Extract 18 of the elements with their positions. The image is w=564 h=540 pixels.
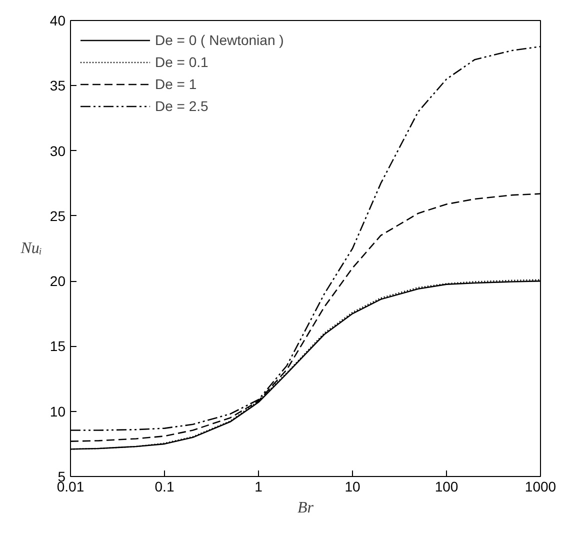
y-tick-label: 20 <box>50 273 66 290</box>
y-axis-title: Nuᵢ <box>20 240 42 257</box>
y-tick-label: 10 <box>50 403 66 420</box>
y-tick-label: 15 <box>50 338 66 354</box>
x-tick-label: 1000 <box>524 478 556 494</box>
x-axis-title: Br <box>298 500 314 516</box>
y-tick-label: 40 <box>50 12 66 28</box>
legend-label: De = 0 ( Newtonian ) <box>155 31 284 49</box>
x-tick-label: 1 <box>254 478 263 494</box>
y-tick-label: 35 <box>50 78 66 94</box>
legend-label: De = 0.1 <box>155 53 208 71</box>
legend-label: De = 1 <box>155 75 197 93</box>
x-tick-label: 0.1 <box>154 478 174 494</box>
x-tick-label: 100 <box>434 478 458 494</box>
x-tick-label: 10 <box>344 478 360 494</box>
y-tick-label: 30 <box>50 142 66 159</box>
legend-label: De = 2.5 <box>155 97 208 115</box>
y-tick-label: 25 <box>50 208 66 224</box>
